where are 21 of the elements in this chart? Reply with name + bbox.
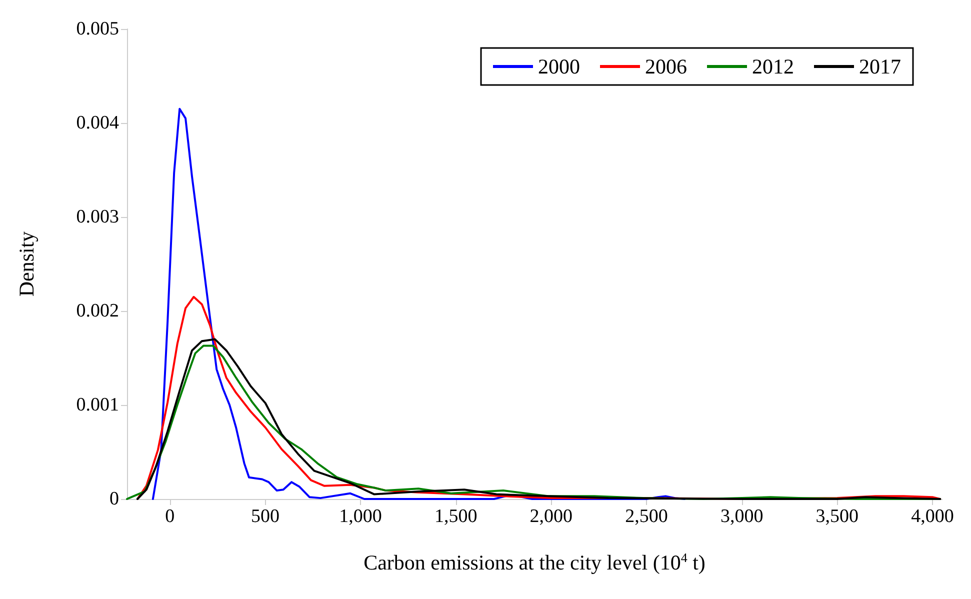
y-tick-label: 0 [110,488,119,510]
y-axis-title: Density [14,230,38,297]
legend-label: 2017 [859,54,901,78]
x-tick-label: 4,000 [911,506,954,527]
line-series [152,108,686,500]
legend-label: 2006 [645,54,687,78]
legend-label: 2000 [538,54,580,78]
y-tick-label: 0.005 [76,18,119,40]
x-tick-label: 3,000 [720,506,764,527]
x-tick-label: 2,000 [530,506,573,527]
y-tick-label: 0.003 [76,206,119,228]
x-tick-label: 1,000 [339,506,382,527]
legend-label: 2012 [752,54,794,78]
x-tick-label: 1,500 [434,506,478,527]
x-tick-label: 2,500 [625,506,668,527]
x-tick-label: 3,500 [816,506,859,527]
y-tick-label: 0.001 [76,394,119,416]
y-tick-label: 0.004 [76,112,120,134]
y-tick-label: 0.002 [76,300,119,322]
x-tick-label: 0 [165,506,175,527]
x-tick-label: 500 [250,506,280,527]
